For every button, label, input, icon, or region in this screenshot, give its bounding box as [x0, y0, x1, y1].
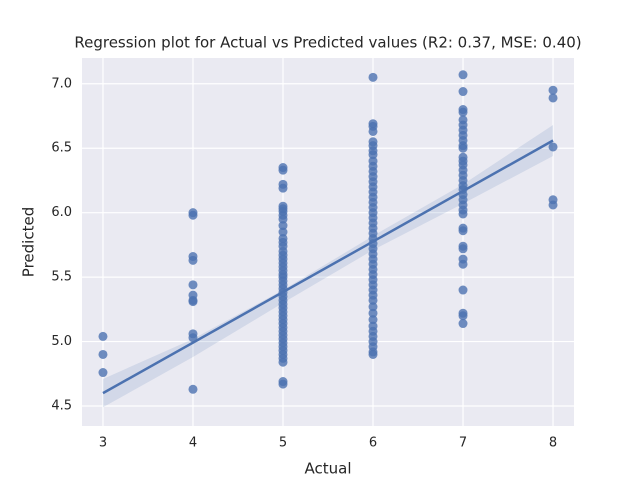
point	[368, 349, 378, 359]
point	[368, 150, 378, 160]
point	[98, 331, 108, 341]
point	[548, 200, 558, 210]
point	[278, 227, 288, 237]
point	[458, 319, 468, 329]
point	[458, 70, 468, 80]
point	[368, 295, 378, 305]
point	[458, 285, 468, 295]
plot-area	[82, 58, 574, 426]
x-tick-label: 3	[99, 436, 107, 451]
regression-line	[102, 139, 554, 395]
y-tick-label: 5.0	[51, 334, 72, 349]
point	[458, 311, 468, 321]
point	[368, 126, 378, 136]
point	[188, 297, 198, 307]
point	[98, 368, 108, 378]
y-axis-label: Predicted	[20, 207, 38, 277]
x-axis-label: Actual	[305, 460, 352, 478]
point	[278, 379, 288, 389]
point	[278, 183, 288, 193]
x-tick-label: 5	[279, 436, 287, 451]
y-tick-label: 6.0	[51, 205, 72, 220]
point	[278, 221, 288, 231]
point	[188, 255, 198, 265]
point	[548, 93, 558, 103]
point	[188, 280, 198, 290]
point	[458, 244, 468, 254]
x-tick-label: 4	[189, 436, 197, 451]
point	[188, 384, 198, 394]
point	[98, 349, 108, 359]
point	[548, 142, 558, 152]
x-tick-label: 6	[369, 436, 377, 451]
point	[278, 165, 288, 175]
point	[368, 315, 378, 325]
y-tick-label: 6.5	[51, 141, 72, 156]
y-tick-label: 4.5	[51, 399, 72, 414]
point	[458, 226, 468, 236]
point	[548, 85, 558, 95]
point	[368, 302, 378, 312]
point	[368, 72, 378, 82]
point	[368, 308, 378, 318]
point	[458, 143, 468, 153]
x-tick-label: 8	[549, 436, 557, 451]
point	[458, 87, 468, 97]
point	[458, 259, 468, 269]
x-tick-label: 7	[459, 436, 467, 451]
chart-title: Regression plot for Actual vs Predicted …	[74, 34, 581, 52]
y-tick-label: 5.5	[51, 270, 72, 285]
point	[458, 107, 468, 117]
point	[278, 214, 288, 224]
y-tick-label: 7.0	[51, 76, 72, 91]
point	[278, 357, 288, 367]
point	[458, 209, 468, 219]
point	[188, 210, 198, 220]
